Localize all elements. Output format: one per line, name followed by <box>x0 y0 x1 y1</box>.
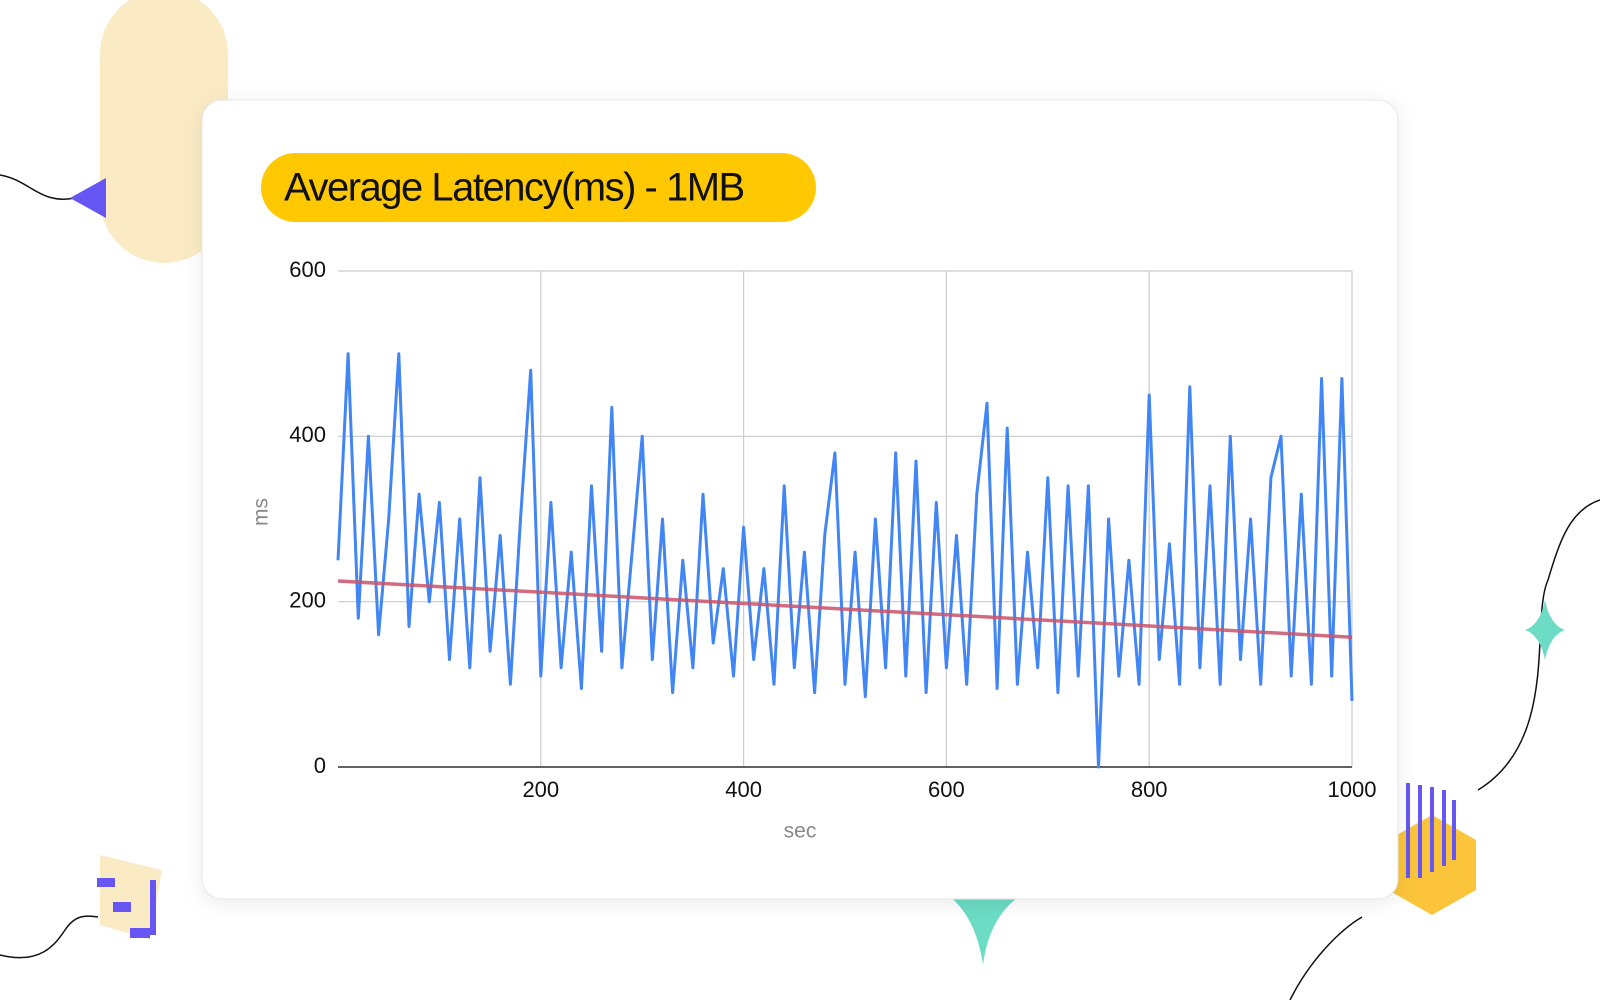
series-line <box>337 579 1353 639</box>
card <box>201 99 1399 900</box>
chart-title: Average Latency(ms) - 1MB <box>284 166 744 210</box>
x-axis-title: sec <box>784 820 817 843</box>
y-tick-label: 600 <box>289 257 326 282</box>
decor-curve <box>1477 499 1600 791</box>
x-tick-label: 600 <box>928 777 965 802</box>
y-tick-label: 400 <box>289 422 326 447</box>
decor-star <box>1525 600 1565 660</box>
plot <box>336 352 1354 769</box>
decor-drop <box>940 890 1030 965</box>
series-line <box>336 352 1354 769</box>
decor-curve <box>0 915 99 959</box>
decor-bars <box>1406 783 1456 878</box>
grid <box>338 270 1353 768</box>
y-tick-label: 0 <box>314 753 326 778</box>
title-pill <box>261 153 816 222</box>
x-tick-label: 800 <box>1131 777 1168 802</box>
x-tick-label: 400 <box>725 777 762 802</box>
decor-block <box>100 855 162 940</box>
decor-triangle <box>70 178 106 218</box>
x-tick-label: 1000 <box>1328 777 1377 802</box>
decor-curve <box>1289 916 1363 1000</box>
x-tick-label: 200 <box>522 777 559 802</box>
tick-labels: 0 200 400 600 200 400 600 800 1000 <box>289 257 1376 802</box>
y-axis-title: ms <box>250 498 273 526</box>
decor-pill <box>100 0 228 263</box>
decor-steps <box>97 878 156 938</box>
decor-curve <box>0 174 76 200</box>
y-tick-label: 200 <box>289 587 326 612</box>
